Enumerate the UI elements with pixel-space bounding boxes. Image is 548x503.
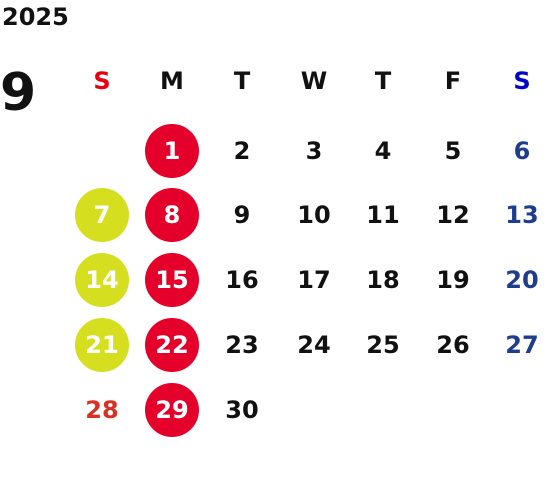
day-2[interactable]: 2	[233, 137, 251, 165]
year-label: 2025	[2, 3, 69, 31]
day-24[interactable]: 24	[297, 331, 331, 359]
weekday-header-3: W	[300, 67, 328, 95]
day-15[interactable]: 15	[145, 253, 199, 307]
weekday-header-4: T	[374, 67, 392, 95]
day-19[interactable]: 19	[436, 266, 470, 294]
day-18[interactable]: 18	[366, 266, 400, 294]
day-5[interactable]: 5	[444, 137, 462, 165]
day-17[interactable]: 17	[297, 266, 331, 294]
day-8[interactable]: 8	[145, 188, 199, 242]
day-6[interactable]: 6	[513, 137, 531, 165]
weekday-header-5: F	[444, 67, 462, 95]
day-9[interactable]: 9	[233, 201, 251, 229]
day-20[interactable]: 20	[505, 266, 539, 294]
day-16[interactable]: 16	[225, 266, 259, 294]
day-11[interactable]: 11	[366, 201, 400, 229]
day-27[interactable]: 27	[505, 331, 539, 359]
day-26[interactable]: 26	[436, 331, 470, 359]
weekday-header-6: S	[513, 67, 531, 95]
day-23[interactable]: 23	[225, 331, 259, 359]
day-12[interactable]: 12	[436, 201, 470, 229]
day-21[interactable]: 21	[75, 318, 129, 372]
weekday-header-2: T	[233, 67, 251, 95]
day-1[interactable]: 1	[145, 124, 199, 178]
day-3[interactable]: 3	[305, 137, 323, 165]
weekday-header-0: S	[93, 67, 111, 95]
day-14[interactable]: 14	[75, 253, 129, 307]
day-4[interactable]: 4	[374, 137, 392, 165]
month-number: 9	[0, 63, 37, 123]
day-30[interactable]: 30	[225, 396, 259, 424]
day-13[interactable]: 13	[505, 201, 539, 229]
weekday-header-1: M	[160, 67, 184, 95]
day-10[interactable]: 10	[297, 201, 331, 229]
day-25[interactable]: 25	[366, 331, 400, 359]
day-7[interactable]: 7	[75, 188, 129, 242]
day-28[interactable]: 28	[85, 396, 119, 424]
day-29[interactable]: 29	[145, 383, 199, 437]
day-22[interactable]: 22	[145, 318, 199, 372]
